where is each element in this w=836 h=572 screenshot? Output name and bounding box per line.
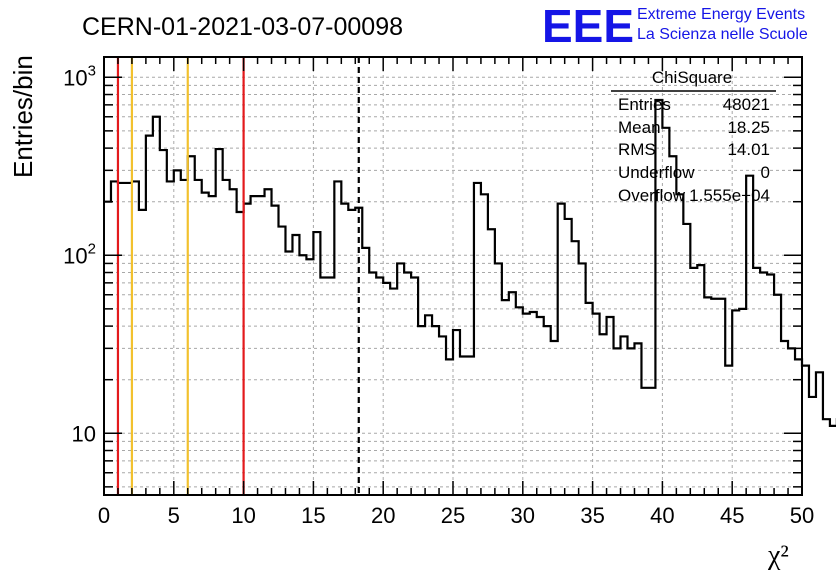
x-tick-label: 30 xyxy=(511,503,535,528)
x-tick-label: 5 xyxy=(168,503,180,528)
x-tick-label: 25 xyxy=(441,503,465,528)
x-axis-ticks: 0 5 10 15 20 25 30 35 40 45 50 xyxy=(98,57,814,528)
x-tick-label: 10 xyxy=(231,503,255,528)
y-axis-label: Entries/bin xyxy=(8,55,38,178)
x-tick-label: 45 xyxy=(720,503,744,528)
x-tick-label: 20 xyxy=(371,503,395,528)
stats-value-mean: 18.25 xyxy=(727,118,770,137)
logo-eee: EEE xyxy=(542,0,634,52)
y-axis-ticks: 10 102 103 xyxy=(63,62,802,488)
stats-value-entries: 48021 xyxy=(723,95,770,114)
stats-label-entries: Entries xyxy=(618,95,671,114)
stats-label-underflow: Underflow xyxy=(618,163,695,182)
y-tick-label: 102 xyxy=(63,240,96,268)
x-tick-label: 0 xyxy=(98,503,110,528)
histogram-line xyxy=(104,98,836,428)
logo-line1: Extreme Energy Events xyxy=(637,6,805,23)
stats-value-overflow: 1.555e+04 xyxy=(689,186,770,205)
logo-line2: La Scienza nelle Scuole xyxy=(637,26,808,43)
histogram xyxy=(104,98,836,428)
stats-box: ChiSquare Entries 48021 Mean 18.25 RMS 1… xyxy=(611,68,776,205)
stats-title: ChiSquare xyxy=(652,68,732,87)
stats-label-rms: RMS xyxy=(618,140,656,159)
stats-label-overflow: Overflow xyxy=(618,186,686,205)
stats-value-rms: 14.01 xyxy=(727,140,770,159)
run-title: CERN-01-2021-03-07-00098 xyxy=(82,13,403,41)
stats-label-mean: Mean xyxy=(618,118,661,137)
stats-value-underflow: 0 xyxy=(761,163,770,182)
vertical-marker-lines xyxy=(116,57,360,495)
x-tick-label: 50 xyxy=(790,503,814,528)
x-tick-label: 40 xyxy=(650,503,674,528)
grid-lines xyxy=(104,57,802,495)
y-tick-label: 10 xyxy=(72,421,96,446)
x-tick-label: 35 xyxy=(580,503,604,528)
x-axis-label: χ² xyxy=(767,540,789,571)
eee-logo: EEE Extreme Energy Events La Scienza nel… xyxy=(542,0,808,52)
x-tick-label: 15 xyxy=(301,503,325,528)
y-tick-label: 103 xyxy=(63,62,96,90)
